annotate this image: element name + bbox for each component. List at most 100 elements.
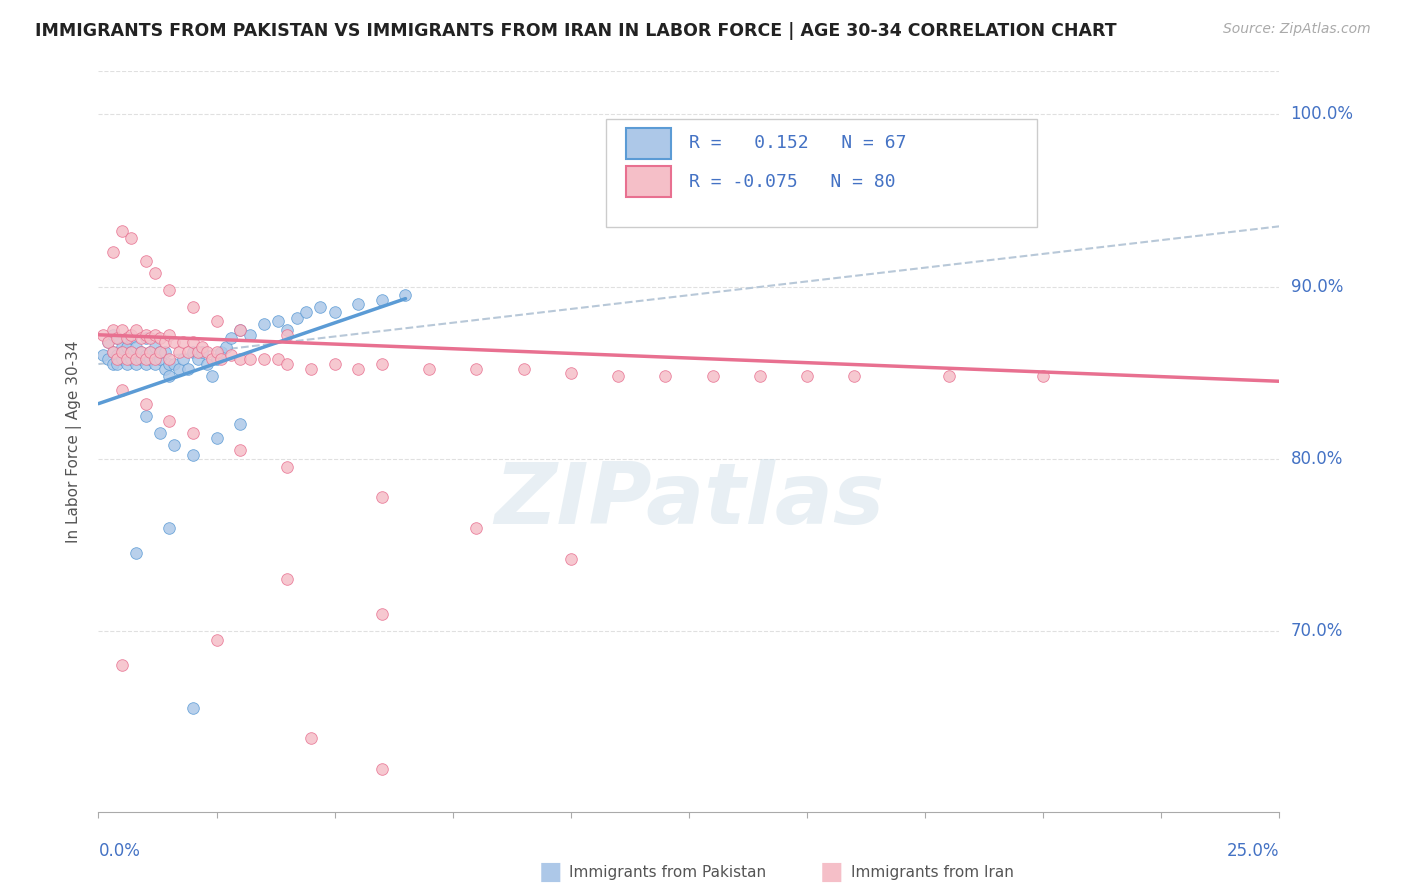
Point [101, 327, 124, 342]
Point [125, 357, 148, 371]
Text: 100.0%: 100.0% [1291, 105, 1354, 123]
Point [135, 327, 157, 342]
Text: Immigrants from Iran: Immigrants from Iran [851, 865, 1014, 880]
Point [153, 345, 176, 359]
Point [105, 331, 128, 345]
Point [149, 345, 172, 359]
Point [129, 345, 152, 359]
Point [121, 231, 143, 245]
Point [191, 340, 214, 354]
Point [153, 334, 176, 349]
Point [149, 425, 172, 440]
Point [129, 345, 152, 359]
Text: 25.0%: 25.0% [1227, 842, 1279, 860]
Point [111, 345, 134, 359]
Point [465, 362, 488, 376]
Point [748, 369, 770, 384]
Point [560, 366, 582, 380]
Point [347, 297, 370, 311]
Point [309, 300, 332, 314]
Point [394, 288, 416, 302]
Point [139, 345, 162, 359]
Point [347, 362, 370, 376]
Point [177, 362, 200, 376]
Point [205, 632, 228, 647]
Point [149, 345, 172, 359]
Point [209, 351, 232, 366]
Point [101, 357, 124, 371]
Point [167, 362, 190, 376]
Point [465, 521, 488, 535]
Point [607, 369, 630, 384]
Point [111, 225, 134, 239]
Point [157, 327, 180, 342]
Point [115, 331, 138, 345]
Point [253, 318, 276, 332]
Point [276, 572, 298, 586]
Point [177, 345, 200, 359]
Point [105, 351, 128, 366]
Point [157, 521, 180, 535]
Point [157, 369, 180, 384]
Point [97, 334, 120, 349]
Point [229, 323, 252, 337]
Point [371, 357, 394, 371]
Point [111, 351, 134, 366]
Point [91, 327, 114, 342]
Point [371, 293, 394, 308]
Point [157, 283, 180, 297]
Text: Immigrants from Pakistan: Immigrants from Pakistan [569, 865, 766, 880]
Point [205, 351, 228, 366]
Point [219, 331, 242, 345]
Point [253, 351, 276, 366]
Point [209, 345, 232, 359]
Text: 0.0%: 0.0% [98, 842, 141, 860]
Point [135, 348, 157, 362]
Point [111, 340, 134, 354]
Point [276, 357, 298, 371]
Text: R = -0.075   N = 80: R = -0.075 N = 80 [689, 173, 896, 191]
Point [101, 323, 124, 337]
Point [512, 362, 534, 376]
Point [105, 357, 128, 371]
Text: ■: ■ [820, 861, 844, 884]
Point [125, 351, 148, 366]
Point [560, 551, 582, 566]
Point [371, 490, 394, 504]
Point [135, 409, 157, 423]
Point [191, 345, 214, 359]
Point [205, 314, 228, 328]
Point [418, 362, 440, 376]
Point [115, 331, 138, 345]
Point [121, 331, 143, 345]
Point [285, 310, 308, 325]
Point [201, 351, 224, 366]
Point [121, 327, 143, 342]
Point [139, 351, 162, 366]
Point [181, 425, 204, 440]
Point [229, 417, 252, 432]
Point [187, 351, 209, 366]
Point [153, 362, 176, 376]
Point [121, 345, 143, 359]
Point [129, 351, 152, 366]
Point [135, 357, 157, 371]
Text: 90.0%: 90.0% [1291, 277, 1343, 295]
Point [143, 357, 166, 371]
Point [97, 334, 120, 349]
Point [239, 327, 262, 342]
Point [215, 340, 238, 354]
Point [1032, 369, 1054, 384]
Point [163, 357, 186, 371]
Point [181, 334, 204, 349]
Point [101, 245, 124, 260]
Point [135, 351, 157, 366]
Point [101, 345, 124, 359]
Point [143, 351, 166, 366]
Point [125, 340, 148, 354]
Point [121, 351, 143, 366]
Point [299, 731, 322, 745]
Point [371, 762, 394, 776]
Point [195, 357, 218, 371]
Point [796, 369, 818, 384]
